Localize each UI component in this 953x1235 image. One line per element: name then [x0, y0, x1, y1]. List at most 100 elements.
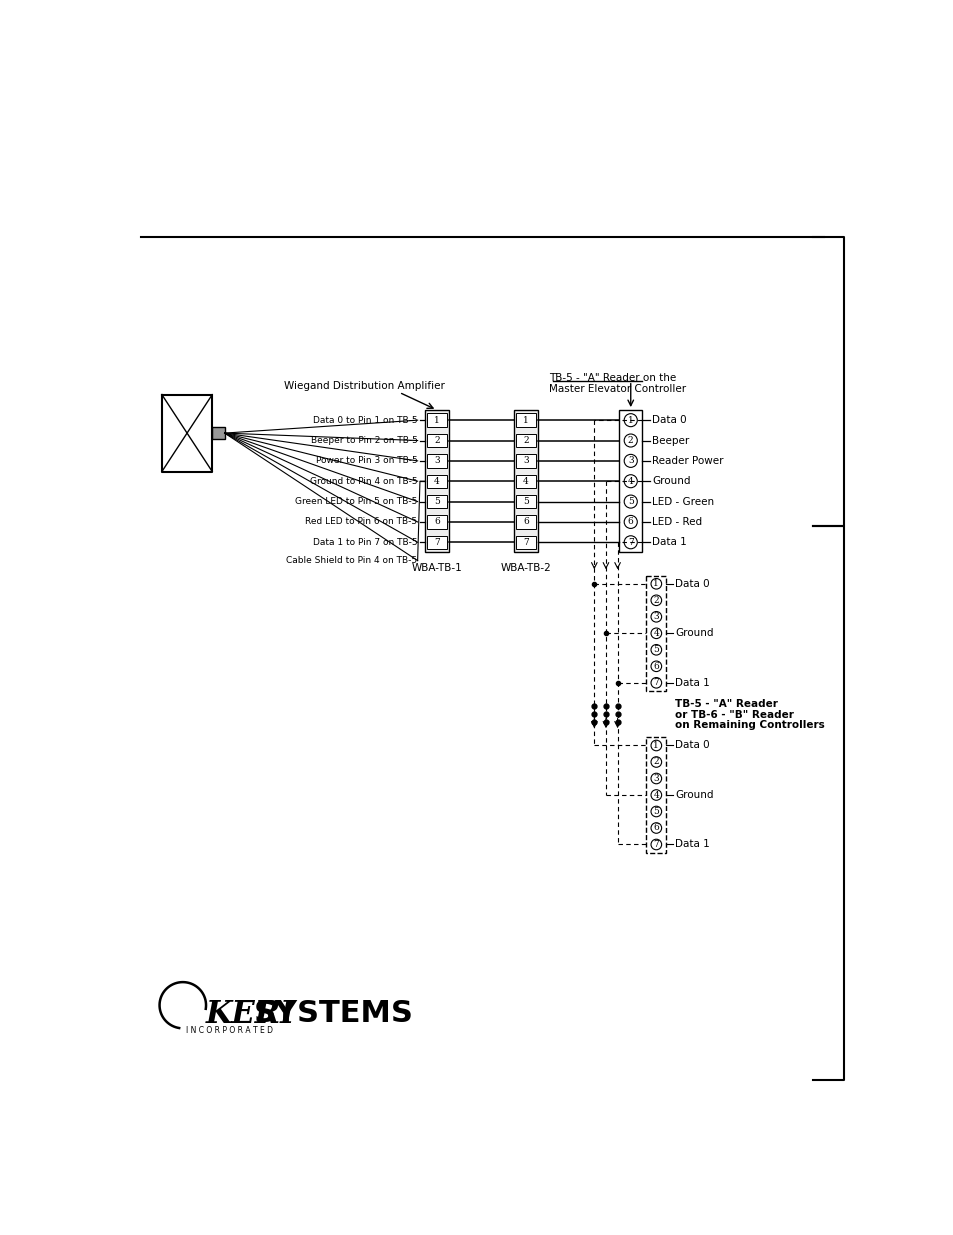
- Bar: [427, 433, 447, 447]
- Text: 6: 6: [653, 824, 659, 832]
- Circle shape: [650, 806, 661, 816]
- Text: Data 0: Data 0: [674, 741, 709, 751]
- Text: Green LED to Pin 5 on TB-5: Green LED to Pin 5 on TB-5: [294, 496, 417, 506]
- Text: 3: 3: [523, 457, 528, 466]
- Text: 4: 4: [653, 790, 659, 799]
- Text: 2: 2: [434, 436, 439, 445]
- Circle shape: [650, 823, 661, 834]
- Text: Data 1: Data 1: [674, 840, 709, 850]
- Circle shape: [650, 661, 661, 672]
- Text: 1: 1: [653, 579, 659, 588]
- Circle shape: [650, 740, 661, 751]
- Text: Ground: Ground: [652, 477, 690, 487]
- Bar: [516, 495, 536, 509]
- Text: 1: 1: [627, 416, 633, 425]
- Text: 7: 7: [653, 678, 659, 688]
- Circle shape: [623, 495, 637, 508]
- Text: Red LED to Pin 6 on TB-5: Red LED to Pin 6 on TB-5: [305, 517, 417, 526]
- Text: 5: 5: [627, 496, 633, 506]
- Text: 1: 1: [522, 416, 529, 425]
- Bar: [427, 536, 447, 550]
- Text: 4: 4: [627, 477, 633, 485]
- Text: I N C O R P O R A T E D: I N C O R P O R A T E D: [186, 1026, 273, 1035]
- Text: Data 0: Data 0: [674, 579, 709, 589]
- Circle shape: [623, 433, 637, 447]
- Text: 3: 3: [434, 457, 439, 466]
- Bar: [645, 737, 666, 852]
- Text: on Remaining Controllers: on Remaining Controllers: [674, 720, 823, 730]
- Text: Data 1: Data 1: [652, 537, 686, 547]
- Text: KERI: KERI: [206, 999, 295, 1030]
- Bar: [516, 454, 536, 468]
- Bar: [427, 495, 447, 509]
- Circle shape: [650, 789, 661, 800]
- Bar: [516, 433, 536, 447]
- Text: 7: 7: [653, 840, 659, 848]
- Text: 2: 2: [523, 436, 528, 445]
- Text: 4: 4: [522, 477, 529, 485]
- Text: Ground: Ground: [674, 629, 713, 638]
- Text: WBA-TB-2: WBA-TB-2: [500, 563, 551, 573]
- Text: 2: 2: [653, 595, 659, 605]
- Text: Data 0 to Pin 1 on TB-5: Data 0 to Pin 1 on TB-5: [313, 416, 417, 425]
- Text: 5: 5: [522, 496, 529, 506]
- Circle shape: [623, 414, 637, 426]
- Text: Beeper to Pin 2 on TB-5: Beeper to Pin 2 on TB-5: [311, 436, 417, 445]
- Text: Data 1 to Pin 7 on TB-5: Data 1 to Pin 7 on TB-5: [313, 537, 417, 547]
- Bar: [516, 515, 536, 529]
- Text: Power to Pin 3 on TB-5: Power to Pin 3 on TB-5: [315, 457, 417, 466]
- Bar: [516, 474, 536, 488]
- Text: 6: 6: [434, 517, 439, 526]
- Text: TB-5 - "A" Reader on the: TB-5 - "A" Reader on the: [549, 373, 676, 383]
- Text: 7: 7: [434, 537, 439, 547]
- Text: Reader Power: Reader Power: [652, 456, 723, 466]
- Text: 4: 4: [653, 629, 659, 637]
- Circle shape: [623, 536, 637, 548]
- Text: Cable Shield to Pin 4 on TB-5: Cable Shield to Pin 4 on TB-5: [286, 556, 417, 566]
- Text: 6: 6: [522, 517, 529, 526]
- Text: 4: 4: [434, 477, 439, 485]
- Text: 5: 5: [653, 806, 659, 816]
- Circle shape: [650, 645, 661, 655]
- Text: 3: 3: [627, 457, 633, 466]
- Circle shape: [623, 474, 637, 488]
- Text: TB-5 - "A" Reader: TB-5 - "A" Reader: [674, 699, 777, 709]
- Text: 1: 1: [434, 416, 439, 425]
- Text: Wiegand Distribution Amplifier: Wiegand Distribution Amplifier: [284, 380, 445, 390]
- Text: 3: 3: [653, 613, 659, 621]
- Circle shape: [623, 454, 637, 467]
- Bar: [516, 414, 536, 427]
- Circle shape: [650, 611, 661, 622]
- Text: 5: 5: [434, 496, 439, 506]
- Text: Ground to Pin 4 on TB-5: Ground to Pin 4 on TB-5: [310, 477, 417, 485]
- Bar: [212, 427, 224, 440]
- Text: Data 0: Data 0: [652, 415, 686, 425]
- Text: Ground: Ground: [674, 790, 713, 800]
- Circle shape: [650, 840, 661, 850]
- Bar: [427, 515, 447, 529]
- Text: Beeper: Beeper: [652, 436, 689, 446]
- Bar: [427, 414, 447, 427]
- Text: SYSTEMS: SYSTEMS: [253, 999, 413, 1028]
- Circle shape: [623, 515, 637, 529]
- Bar: [427, 454, 447, 468]
- Bar: [514, 410, 537, 552]
- Text: LED - Red: LED - Red: [652, 517, 701, 527]
- Text: or TB-6 - "B" Reader: or TB-6 - "B" Reader: [674, 710, 793, 720]
- Bar: [618, 410, 641, 552]
- Bar: [516, 536, 536, 550]
- Text: 7: 7: [522, 537, 529, 547]
- Circle shape: [650, 578, 661, 589]
- Circle shape: [650, 629, 661, 638]
- Text: WBA-TB-1: WBA-TB-1: [411, 563, 462, 573]
- Text: Master Elevator Controller: Master Elevator Controller: [549, 384, 686, 394]
- Bar: [425, 410, 448, 552]
- Text: 2: 2: [627, 436, 633, 445]
- Text: 6: 6: [653, 662, 659, 671]
- Text: 6: 6: [627, 517, 633, 526]
- Circle shape: [650, 757, 661, 767]
- Text: 5: 5: [653, 646, 659, 655]
- Circle shape: [650, 595, 661, 605]
- Bar: [427, 474, 447, 488]
- Text: 7: 7: [627, 537, 633, 547]
